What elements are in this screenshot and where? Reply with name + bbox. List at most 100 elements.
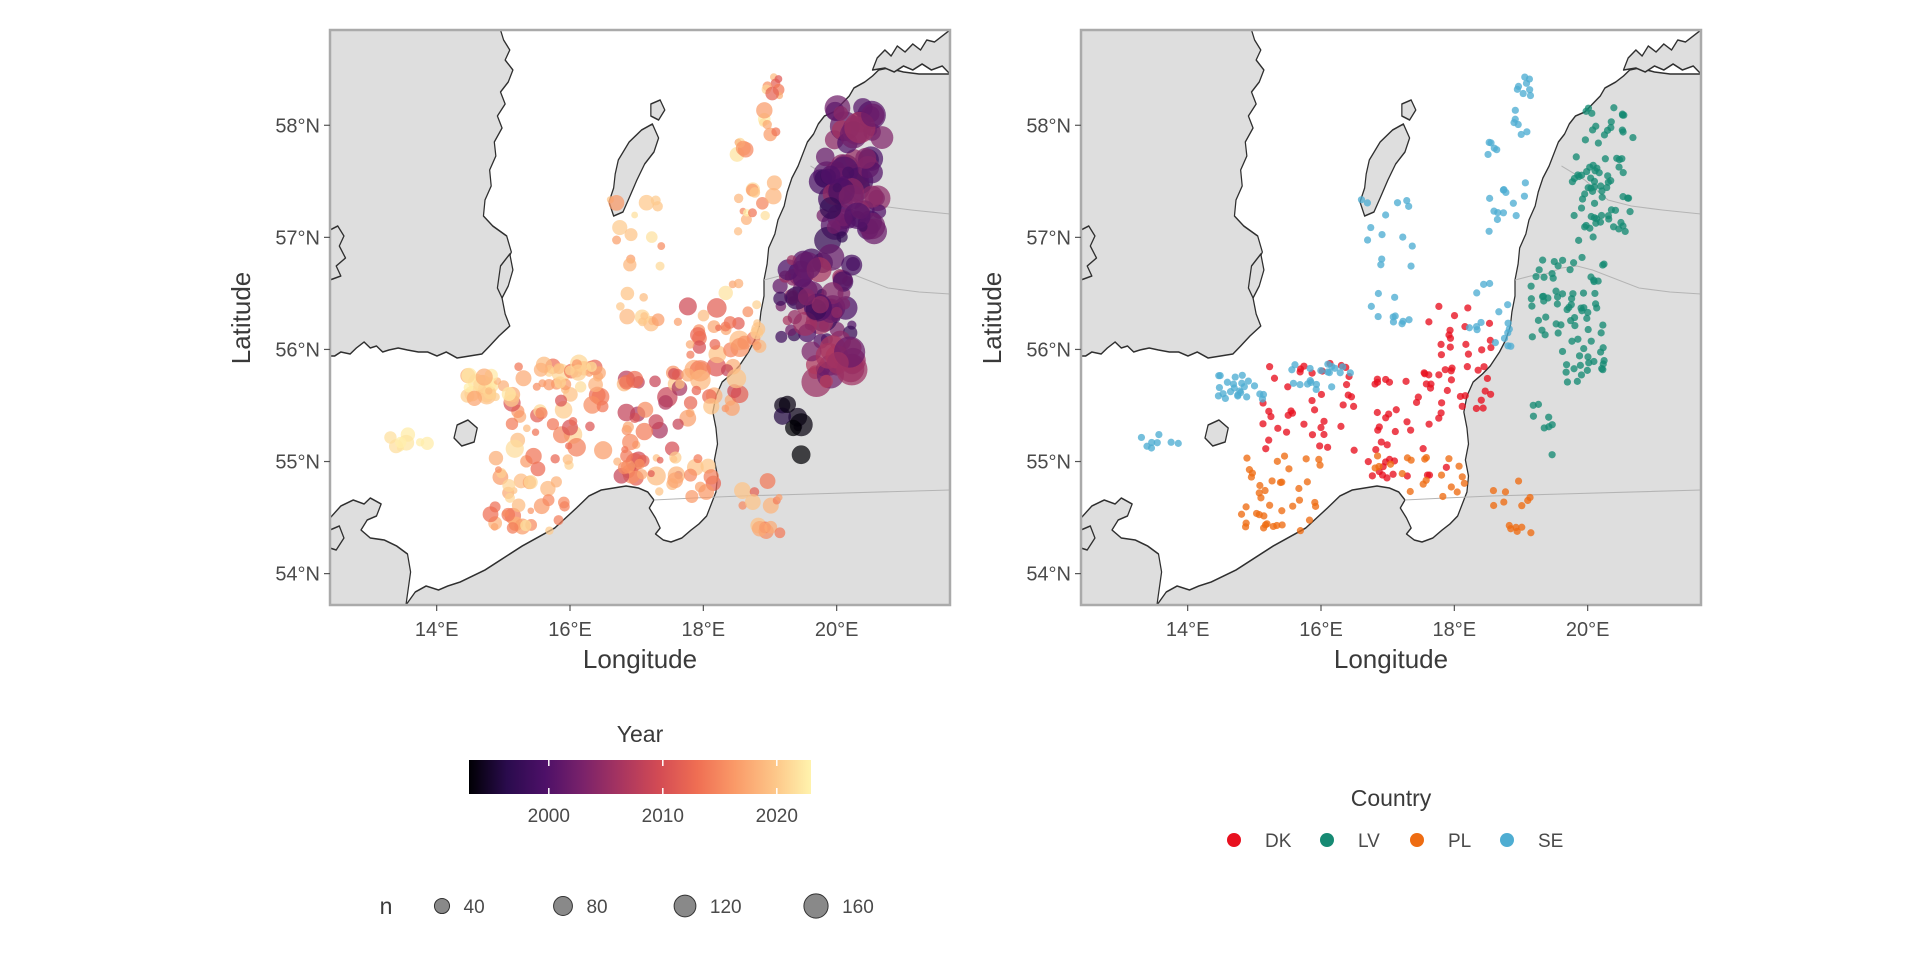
survey-point bbox=[1296, 381, 1304, 389]
survey-point bbox=[1548, 451, 1556, 459]
survey-point bbox=[1405, 202, 1413, 210]
survey-point bbox=[1526, 86, 1534, 94]
survey-point bbox=[620, 449, 633, 463]
survey-point bbox=[527, 507, 535, 515]
survey-point bbox=[1532, 272, 1540, 281]
country-legend-label: PL bbox=[1448, 831, 1471, 852]
survey-point bbox=[1391, 427, 1399, 436]
survey-point bbox=[733, 227, 743, 236]
survey-point bbox=[759, 473, 776, 489]
year-legend: Year 2000 2010 2020 bbox=[469, 721, 811, 827]
survey-point bbox=[1629, 133, 1637, 142]
y-tick-label: 57°N bbox=[1026, 227, 1071, 249]
survey-point bbox=[1425, 318, 1433, 326]
survey-point bbox=[1363, 199, 1372, 207]
survey-point bbox=[1265, 407, 1273, 415]
country-legend-key bbox=[1500, 833, 1514, 847]
survey-point bbox=[1539, 256, 1547, 264]
survey-point bbox=[751, 520, 768, 537]
survey-point bbox=[1584, 184, 1592, 192]
survey-point bbox=[1447, 367, 1455, 375]
survey-point bbox=[1619, 193, 1627, 201]
survey-point bbox=[619, 308, 635, 325]
survey-point bbox=[514, 362, 523, 371]
x-tick-label: 20°E bbox=[815, 619, 859, 641]
survey-point bbox=[774, 527, 786, 539]
survey-point bbox=[1317, 366, 1325, 375]
survey-point bbox=[1363, 236, 1372, 244]
y-tick-label: 56°N bbox=[275, 339, 320, 361]
survey-point bbox=[1230, 384, 1238, 392]
survey-point bbox=[1250, 382, 1259, 390]
survey-point bbox=[1600, 131, 1609, 139]
survey-point bbox=[1620, 111, 1628, 119]
survey-point bbox=[690, 327, 706, 343]
survey-point bbox=[638, 194, 655, 211]
survey-point bbox=[1566, 266, 1574, 274]
survey-point bbox=[1535, 266, 1543, 274]
survey-point bbox=[1599, 261, 1607, 269]
survey-point bbox=[559, 501, 570, 512]
survey-point bbox=[774, 75, 783, 83]
survey-point bbox=[1568, 337, 1576, 345]
survey-point bbox=[1462, 340, 1470, 348]
survey-point bbox=[1615, 163, 1623, 171]
survey-point bbox=[1591, 300, 1600, 308]
survey-point bbox=[1339, 401, 1347, 409]
panel-border-year bbox=[328, 28, 952, 607]
survey-point bbox=[1487, 390, 1495, 398]
survey-point bbox=[384, 431, 397, 444]
survey-point bbox=[1244, 377, 1252, 385]
survey-point bbox=[1591, 289, 1599, 298]
survey-point bbox=[1278, 507, 1286, 515]
survey-point bbox=[1382, 211, 1390, 219]
survey-point bbox=[626, 370, 644, 389]
survey-point bbox=[1480, 363, 1488, 371]
survey-point bbox=[693, 454, 703, 464]
survey-point bbox=[617, 461, 631, 475]
survey-point bbox=[620, 286, 635, 301]
survey-point bbox=[1288, 366, 1296, 374]
survey-point bbox=[1372, 445, 1380, 454]
survey-point bbox=[1607, 206, 1616, 214]
x-tick-label: 16°E bbox=[1299, 619, 1343, 641]
survey-point bbox=[1167, 438, 1175, 446]
survey-point bbox=[1607, 177, 1615, 185]
survey-point bbox=[1373, 452, 1382, 460]
survey-point bbox=[1520, 192, 1529, 200]
survey-point bbox=[855, 147, 877, 169]
survey-point bbox=[775, 330, 788, 343]
survey-point bbox=[550, 454, 560, 464]
survey-point bbox=[525, 447, 542, 465]
country-legend-label: SE bbox=[1538, 831, 1563, 852]
survey-point bbox=[1481, 387, 1489, 395]
survey-point bbox=[1573, 377, 1581, 385]
survey-point bbox=[691, 385, 702, 396]
survey-point bbox=[1486, 279, 1494, 288]
survey-point bbox=[1499, 209, 1508, 217]
survey-point bbox=[1308, 431, 1317, 439]
survey-point bbox=[1528, 302, 1536, 310]
survey-point bbox=[658, 395, 673, 410]
survey-point bbox=[543, 378, 555, 391]
survey-point bbox=[703, 398, 720, 415]
survey-point bbox=[773, 291, 788, 306]
x-tick-label: 20°E bbox=[1566, 619, 1610, 641]
survey-point bbox=[504, 492, 515, 503]
survey-point bbox=[771, 127, 781, 137]
survey-point bbox=[1237, 510, 1246, 518]
survey-point bbox=[1346, 369, 1354, 377]
y-tick-label: 55°N bbox=[275, 452, 320, 474]
survey-point bbox=[1378, 231, 1386, 239]
survey-point bbox=[1495, 308, 1503, 316]
y-axis-title-year: Latitude bbox=[226, 272, 256, 365]
survey-point bbox=[1367, 223, 1375, 232]
survey-point bbox=[1155, 430, 1163, 439]
survey-point bbox=[685, 340, 695, 349]
survey-point bbox=[1266, 501, 1274, 509]
survey-point bbox=[1350, 446, 1358, 454]
survey-point bbox=[495, 466, 502, 474]
survey-point bbox=[1256, 481, 1264, 490]
survey-point bbox=[1570, 365, 1578, 373]
survey-point bbox=[1544, 294, 1552, 302]
